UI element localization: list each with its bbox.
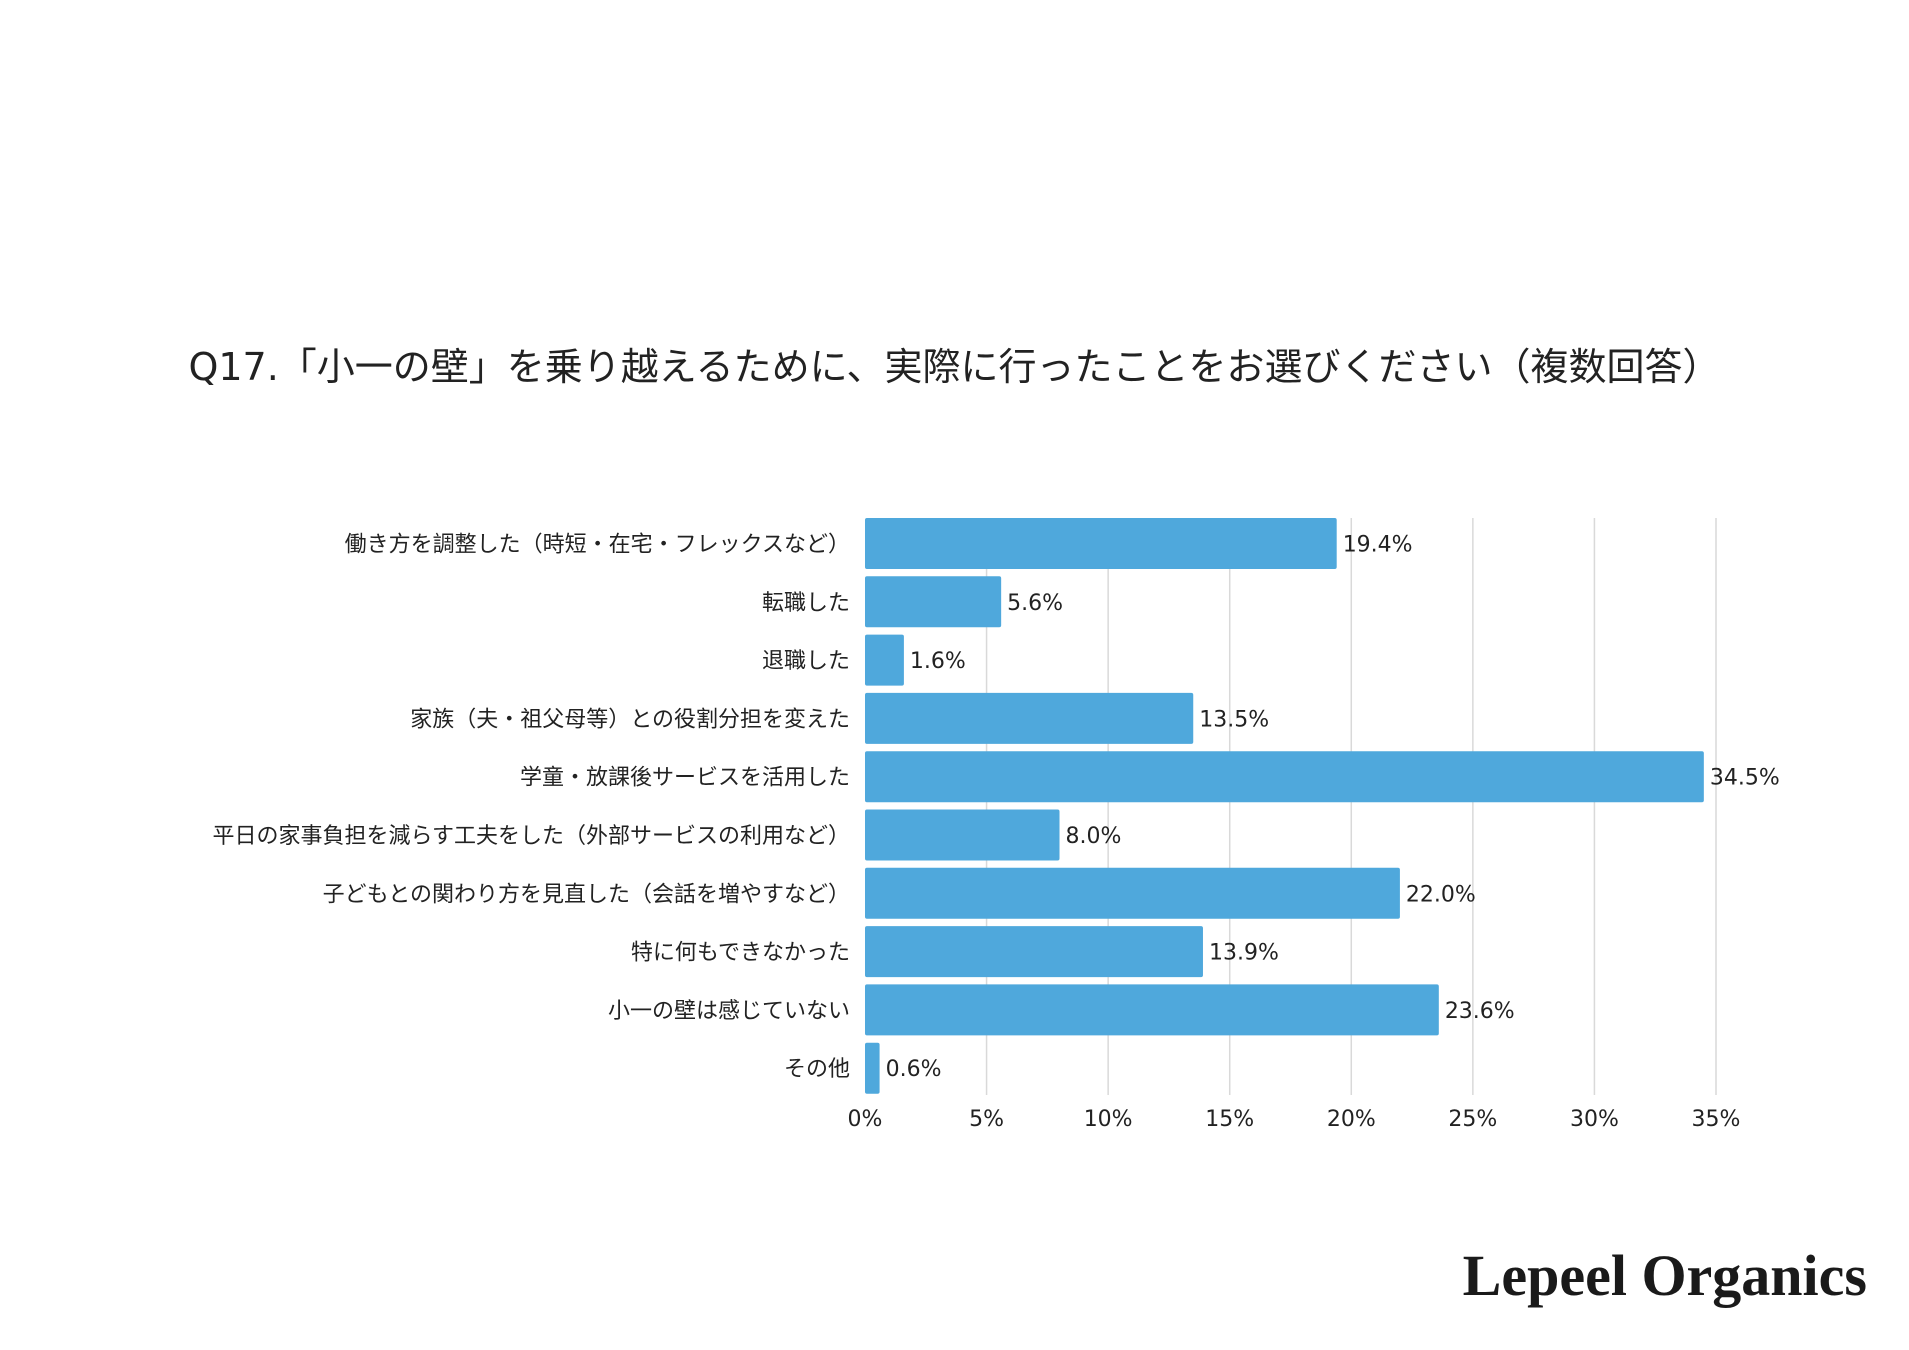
chart-title: Q17.「小一の壁」を乗り越えるために、実際に行ったことをお選びください（複数回… — [188, 345, 1721, 389]
x-tick-label: 5% — [969, 1107, 1004, 1132]
bar — [865, 809, 1060, 861]
data-label: 13.5% — [1199, 707, 1269, 732]
category-label: 学童・放課後サービスを活用した — [520, 766, 850, 791]
category-label: 転職した — [762, 591, 850, 616]
category-label: 子どもとの関わり方を見直した（会話を増やすなど） — [323, 882, 850, 907]
data-label: 19.4% — [1343, 533, 1413, 558]
x-tick-label: 25% — [1448, 1107, 1497, 1132]
data-label: 13.9% — [1209, 941, 1279, 966]
x-tick-label: 35% — [1692, 1107, 1741, 1132]
category-label: 退職した — [762, 649, 850, 674]
x-tick-label: 15% — [1205, 1107, 1254, 1132]
bar — [865, 751, 1704, 803]
category-label: 平日の家事負担を減らす工夫をした（外部サービスの利用など） — [212, 824, 850, 849]
bar — [865, 926, 1203, 978]
x-tick-label: 0% — [848, 1107, 883, 1132]
bar — [865, 692, 1194, 744]
data-label: 5.6% — [1007, 591, 1063, 616]
data-label: 0.6% — [886, 1057, 942, 1082]
data-label: 22.0% — [1406, 882, 1476, 907]
bar — [865, 1042, 880, 1094]
data-label: 34.5% — [1710, 766, 1780, 791]
data-label: 1.6% — [910, 649, 966, 674]
x-tick-label: 30% — [1570, 1107, 1619, 1132]
category-label: 家族（夫・祖父母等）との役割分担を変えた — [410, 707, 850, 732]
data-label: 23.6% — [1445, 999, 1515, 1024]
category-label: 働き方を調整した（時短・在宅・フレックスなど） — [345, 533, 850, 558]
data-label: 8.0% — [1066, 824, 1122, 849]
x-tick-label: 20% — [1327, 1107, 1376, 1132]
bar — [865, 634, 904, 686]
bar — [865, 867, 1400, 919]
bar — [865, 518, 1337, 569]
x-tick-label: 10% — [1084, 1107, 1133, 1132]
brand-logo: Lepeel Organics — [1462, 1243, 1867, 1308]
category-label: 小一の壁は感じていない — [608, 999, 850, 1024]
category-label: その他 — [784, 1057, 850, 1082]
bar — [865, 984, 1439, 1036]
category-label: 特に何もできなかった — [631, 941, 850, 966]
bar — [865, 576, 1002, 628]
